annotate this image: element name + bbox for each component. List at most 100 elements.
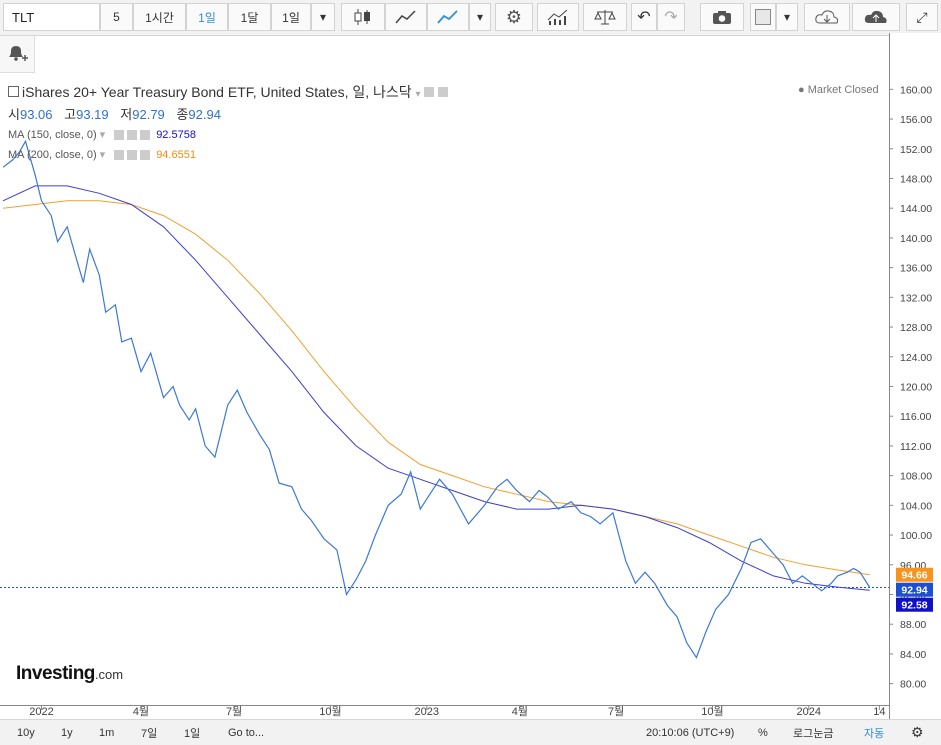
gear-icon: ⚙	[505, 6, 523, 27]
chevron-down-icon[interactable]: ▾	[99, 149, 106, 161]
open-label: 시	[8, 107, 20, 122]
logo-brand: Investing	[16, 663, 95, 684]
chevron-down-icon[interactable]: ▾	[415, 89, 421, 100]
chevron-down-icon: ▾	[783, 10, 791, 24]
range-7d[interactable]: 7일	[141, 727, 158, 740]
y-tick-label: 124.00	[900, 352, 932, 364]
ma150-value: 92.5758	[156, 129, 196, 141]
interval-5[interactable]: 5	[100, 3, 133, 31]
eye-icon[interactable]	[424, 87, 435, 97]
goto-button[interactable]: Go to...	[228, 726, 265, 739]
open-value: 93.06	[19, 107, 53, 122]
redo-button[interactable]: ↷	[657, 3, 685, 31]
scale-icon	[594, 10, 616, 25]
investing-logo: Investing.com	[16, 663, 123, 685]
undo-icon: ↶	[637, 9, 651, 26]
eye-icon[interactable]	[114, 150, 125, 160]
camera-icon	[713, 11, 731, 24]
chevron-down-icon: ▾	[319, 10, 327, 24]
close-icon[interactable]	[140, 150, 151, 160]
y-tick-label: 128.00	[900, 322, 932, 334]
y-tick-label: 108.00	[900, 471, 932, 483]
fullscreen-button[interactable]: ⤢	[906, 3, 938, 31]
undo-button[interactable]: ↶	[631, 3, 657, 31]
range-10y[interactable]: 10y	[17, 726, 35, 739]
ma150-label: MA (150, close, 0)	[8, 129, 97, 141]
y-tick-label: 140.00	[900, 233, 932, 245]
chevron-down-icon: ▾	[476, 10, 484, 24]
indicators-button[interactable]	[537, 3, 579, 31]
interval-dropdown[interactable]: ▾	[311, 3, 335, 31]
interval-1mo[interactable]: 1달	[228, 3, 271, 31]
line-chart-icon	[437, 10, 458, 24]
low-value: 92.79	[132, 107, 165, 122]
bell-plus-icon	[9, 46, 28, 61]
price-line	[2, 139, 871, 659]
chart-type-dropdown[interactable]: ▾	[469, 3, 491, 31]
high-value: 93.19	[76, 107, 109, 122]
gear-icon[interactable]	[127, 150, 138, 160]
price-badge-label: 94.66	[901, 570, 927, 582]
gear-icon[interactable]	[438, 87, 449, 97]
ma200-label: MA (200, close, 0)	[8, 149, 97, 161]
log-scale-toggle[interactable]: 로그눈금	[793, 727, 834, 740]
compare-button[interactable]	[583, 3, 627, 31]
y-tick-label: 112.00	[900, 441, 931, 453]
ma150-legend: MA (150, close, 0) ▾ 92.5758	[8, 125, 448, 145]
y-tick-label: 160.00	[900, 84, 932, 96]
range-1m[interactable]: 1m	[99, 726, 115, 739]
auto-scale-toggle[interactable]: 자동	[864, 727, 885, 740]
gear-icon[interactable]	[127, 130, 138, 140]
range-1d[interactable]: 1일	[184, 727, 201, 740]
color-button[interactable]	[750, 3, 776, 31]
alert-panel	[0, 36, 35, 73]
x-tick-label: 10월	[319, 705, 341, 718]
interval-1d[interactable]: 1일	[186, 3, 228, 31]
price-badge-ma200	[896, 567, 933, 582]
square-icon	[755, 9, 771, 25]
candlestick-button[interactable]	[341, 3, 385, 31]
screenshot-button[interactable]	[700, 3, 744, 31]
area-chart-button[interactable]	[385, 3, 427, 31]
logo-suffix: .com	[94, 667, 124, 682]
candlestick-icon	[354, 9, 370, 25]
ma150-line	[2, 185, 870, 591]
area-chart-icon	[395, 10, 416, 24]
x-tick-label: 7월	[608, 705, 624, 718]
y-tick-label: 80.00	[900, 679, 926, 691]
color-dropdown[interactable]: ▾	[776, 3, 798, 31]
symbol-input[interactable]: TLT	[3, 3, 100, 31]
range-1y[interactable]: 1y	[61, 726, 73, 739]
toolbar: TLT 5 1시간 1일 1달 1일 ▾ ▾ ⚙ ↶ ↷ ▾ ⤢	[0, 0, 941, 36]
y-tick-label: 132.00	[900, 292, 932, 304]
add-alert-button[interactable]	[6, 43, 28, 66]
ma200-value: 94.6551	[156, 149, 196, 161]
instrument-title: iShares 20+ Year Treasury Bond ETF, Unit…	[22, 84, 412, 100]
gear-icon[interactable]: ⚙	[911, 724, 924, 740]
x-tick-label: 14	[873, 706, 885, 718]
interval-extra[interactable]: 1일	[271, 3, 311, 31]
interval-1h[interactable]: 1시간	[133, 3, 186, 31]
y-tick-label: 116.00	[900, 411, 931, 423]
close-icon[interactable]	[140, 130, 151, 140]
line-chart-button[interactable]	[427, 3, 469, 31]
y-axis-panel[interactable]	[889, 33, 941, 719]
load-layout-button[interactable]	[804, 3, 850, 31]
price-badges: 94.66 92.94 92.58	[896, 567, 933, 612]
x-tick-label: 2023	[414, 706, 438, 718]
save-layout-button[interactable]	[852, 3, 900, 31]
collapse-icon[interactable]	[8, 86, 19, 97]
settings-button[interactable]: ⚙	[495, 3, 533, 31]
percent-toggle[interactable]: %	[758, 726, 768, 739]
fullscreen-icon: ⤢	[916, 8, 928, 25]
y-tick-label: 152.00	[900, 144, 932, 156]
eye-icon[interactable]	[114, 130, 125, 140]
clock: 20:10:06 (UTC+9)	[646, 726, 735, 739]
chevron-down-icon[interactable]: ▾	[99, 129, 106, 141]
x-tick-label: 4월	[512, 705, 528, 718]
y-tick-label: 84.00	[900, 649, 926, 661]
y-axis: 80.0084.0088.0092.0096.00100.00104.00108…	[889, 33, 941, 719]
close-value: 92.94	[188, 107, 221, 122]
ma200-legend: MA (200, close, 0) ▾ 94.6551	[8, 145, 448, 165]
price-chart[interactable]: 80.0084.0088.0092.0096.00100.00104.00108…	[0, 33, 941, 719]
